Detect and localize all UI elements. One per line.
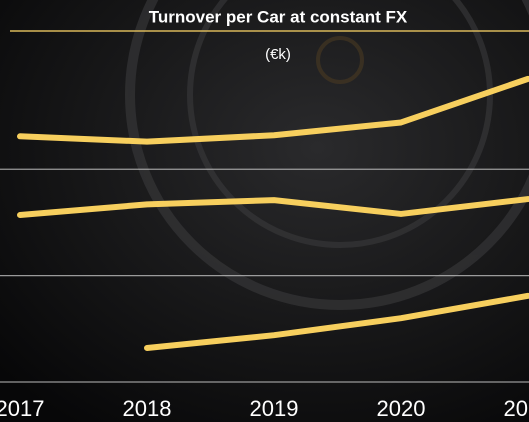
x-tick-label: 2021 xyxy=(504,396,529,421)
x-tick-label: 2019 xyxy=(250,396,299,421)
series-line xyxy=(144,292,529,351)
chart-title: Turnover per Car at constant FX xyxy=(149,7,408,26)
x-tick-label: 2020 xyxy=(377,396,426,421)
x-tick-label: 2018 xyxy=(123,396,172,421)
x-tick-label: 2017 xyxy=(0,396,44,421)
series-line xyxy=(17,196,529,219)
chart-subtitle: (€k) xyxy=(265,46,291,63)
series-line xyxy=(17,75,529,145)
